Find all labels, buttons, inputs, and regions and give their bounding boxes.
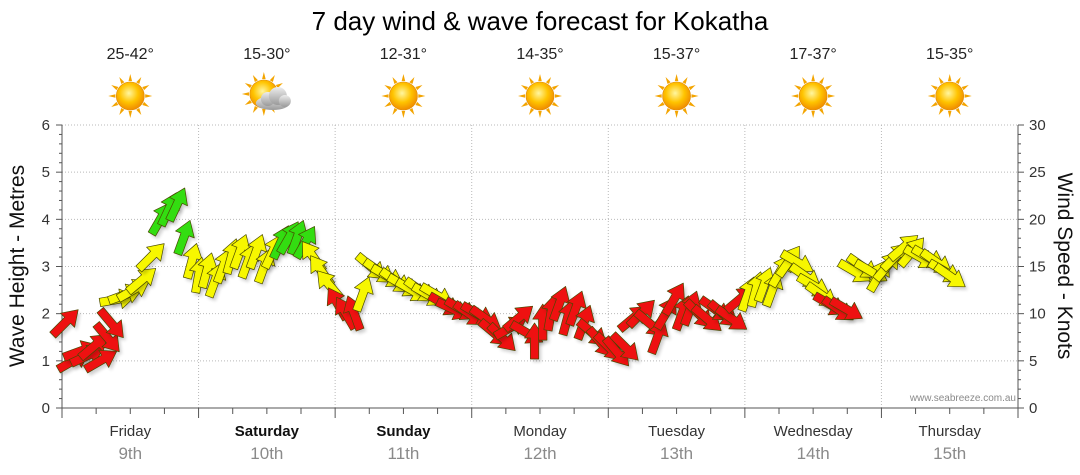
day-date-label: 13th <box>660 444 693 463</box>
left-tick-label: 6 <box>42 117 50 134</box>
day-name-label: Sunday <box>376 423 431 440</box>
day-date-label: 15th <box>933 444 966 463</box>
wind-arrow <box>173 219 197 259</box>
wind-arrows <box>49 187 968 376</box>
left-tick-label: 5 <box>42 164 50 181</box>
day-name-label: Thursday <box>918 423 981 440</box>
sun-cloud-icon <box>241 72 291 116</box>
left-tick-label: 0 <box>42 400 50 417</box>
left-axis-title: Wave Height - Metres <box>6 165 29 367</box>
left-tick-label: 2 <box>42 306 50 323</box>
wind-arrow <box>609 331 641 364</box>
credit-text: www.seabreeze.com.au <box>909 393 1016 404</box>
wind-arrow <box>933 262 968 290</box>
axes: 0 1 2 3 4 5 6 0 5 10 15 20 25 30 <box>42 117 1046 418</box>
wind-arrow <box>165 187 190 226</box>
wind-arrow <box>565 290 589 330</box>
right-tick-label: 15 <box>1029 259 1046 276</box>
right-tick-label: 0 <box>1029 400 1037 417</box>
day-date-label: 14th <box>797 444 830 463</box>
right-tick-label: 10 <box>1029 306 1046 323</box>
day-date-label: 12th <box>523 444 556 463</box>
wind-arrow <box>49 309 81 342</box>
sun-icon <box>381 74 426 118</box>
temperature-range: 25-42° <box>107 46 154 63</box>
day-name-label: Friday <box>109 423 151 440</box>
day-date-label: 11th <box>388 444 420 463</box>
wind-arrow <box>549 286 573 325</box>
left-tick-label: 3 <box>42 259 50 276</box>
temperature-range: 12-31° <box>380 46 427 63</box>
sun-icon <box>654 74 699 118</box>
day-name-label: Monday <box>513 423 567 440</box>
temperature-range: 14-35° <box>516 46 563 63</box>
left-tick-label: 4 <box>42 211 50 228</box>
right-tick-label: 25 <box>1029 164 1046 181</box>
temperature-range: 15-30° <box>243 46 290 63</box>
day-name-label: Tuesday <box>648 423 705 440</box>
wind-arrow <box>828 296 865 323</box>
sun-icon <box>518 74 562 118</box>
temperature-range: 15-37° <box>653 46 700 63</box>
right-tick-label: 20 <box>1029 211 1046 228</box>
wind-arrow <box>125 268 159 298</box>
wind-arrow <box>245 234 270 273</box>
right-axis-title: Wind Speed - Knots <box>1053 173 1076 360</box>
chart-title: 7 day wind & wave forecast for Kokatha <box>312 6 769 36</box>
left-tick-label: 1 <box>42 353 50 370</box>
wind-arrow <box>135 243 167 276</box>
day-name-label: Wednesday <box>774 423 853 440</box>
sun-icon <box>927 74 972 118</box>
day-date-label: 9th <box>118 444 142 463</box>
temperature-range: 15-35° <box>926 46 973 63</box>
day-date-label: 10th <box>250 444 283 463</box>
temperature-range: 17-37° <box>789 46 836 63</box>
temperature-row: 25-42° 15-30° 12-31° 14-35° 15-37° 17-37° 15-3… <box>107 46 974 63</box>
day-name-label: Saturday <box>235 423 300 440</box>
weather-icons-row <box>108 72 972 118</box>
right-tick-label: 30 <box>1029 117 1046 134</box>
day-labels: Friday 9th Saturday 10th Sunday 11th Monday 12t… <box>109 423 981 463</box>
wind-arrow <box>83 349 120 376</box>
wind-arrow <box>352 276 376 316</box>
sun-icon <box>108 74 153 118</box>
wind-arrow <box>96 307 126 341</box>
wind-arrow <box>714 304 750 333</box>
right-tick-label: 5 <box>1029 353 1037 370</box>
sun-icon <box>791 74 836 118</box>
